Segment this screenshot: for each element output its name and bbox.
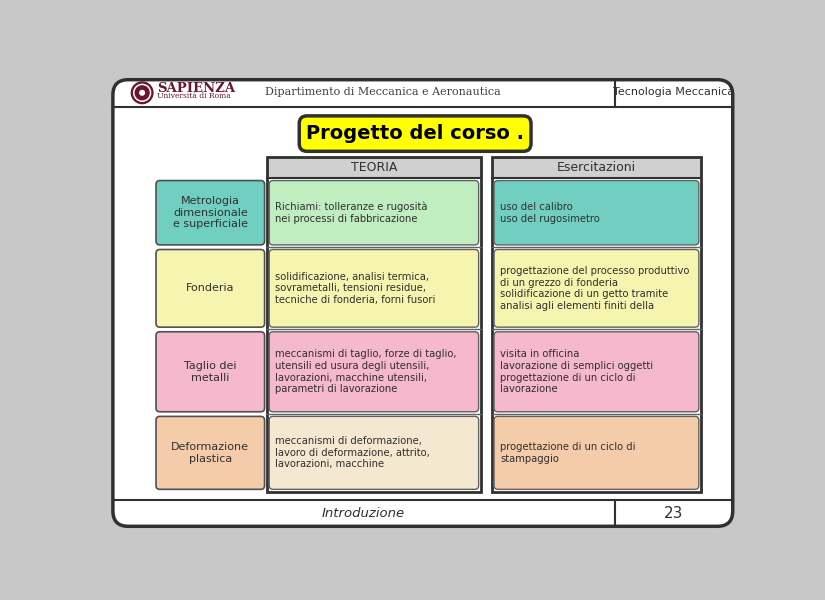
Text: SAPIENZA: SAPIENZA bbox=[157, 82, 235, 95]
Text: Dipartimento di Meccanica e Aeronautica: Dipartimento di Meccanica e Aeronautica bbox=[265, 87, 500, 97]
Text: Fonderia: Fonderia bbox=[186, 283, 234, 293]
Text: solidificazione, analisi termica,
sovrametalli, tensioni residue,
tecniche di fo: solidificazione, analisi termica, sovram… bbox=[276, 272, 436, 305]
FancyBboxPatch shape bbox=[269, 416, 478, 490]
Text: TEORIA: TEORIA bbox=[351, 161, 397, 174]
FancyBboxPatch shape bbox=[113, 80, 733, 526]
FancyBboxPatch shape bbox=[269, 332, 478, 412]
Text: Deformazione
plastica: Deformazione plastica bbox=[172, 442, 249, 464]
Text: Richiami: tolleranze e rugosità
nei processi di fabbricazione: Richiami: tolleranze e rugosità nei proc… bbox=[276, 202, 428, 224]
Bar bbox=[267, 157, 481, 178]
Circle shape bbox=[135, 86, 149, 100]
Text: Taglio dei
metalli: Taglio dei metalli bbox=[184, 361, 237, 383]
Circle shape bbox=[134, 85, 151, 101]
FancyBboxPatch shape bbox=[156, 416, 265, 490]
Text: Università di Roma: Università di Roma bbox=[157, 92, 230, 100]
FancyBboxPatch shape bbox=[299, 116, 531, 151]
Circle shape bbox=[131, 82, 153, 104]
FancyBboxPatch shape bbox=[494, 332, 699, 412]
FancyBboxPatch shape bbox=[494, 250, 699, 327]
FancyBboxPatch shape bbox=[269, 250, 478, 327]
Circle shape bbox=[140, 91, 144, 95]
FancyBboxPatch shape bbox=[156, 250, 265, 327]
FancyBboxPatch shape bbox=[494, 181, 699, 245]
Text: progettazione di un ciclo di
stampaggio: progettazione di un ciclo di stampaggio bbox=[500, 442, 636, 464]
FancyBboxPatch shape bbox=[156, 332, 265, 412]
Text: Progetto del corso .: Progetto del corso . bbox=[306, 124, 524, 143]
Text: visita in officina
lavorazione di semplici oggetti
progettazione di un ciclo di
: visita in officina lavorazione di sempli… bbox=[500, 349, 653, 394]
Text: Introduzione: Introduzione bbox=[322, 507, 405, 520]
Text: meccanismi di taglio, forze di taglio,
utensili ed usura degli utensili,
lavoraz: meccanismi di taglio, forze di taglio, u… bbox=[276, 349, 457, 394]
Bar bbox=[492, 157, 701, 178]
Text: meccanismi di deformazione,
lavoro di deformazione, attrito,
lavorazioni, macchi: meccanismi di deformazione, lavoro di de… bbox=[276, 436, 430, 469]
FancyBboxPatch shape bbox=[156, 181, 265, 245]
FancyBboxPatch shape bbox=[269, 181, 478, 245]
Text: Tecnologia Meccanica: Tecnologia Meccanica bbox=[613, 87, 734, 97]
Text: uso del calibro
uso del rugosimetro: uso del calibro uso del rugosimetro bbox=[500, 202, 600, 224]
Text: Metrologia
dimensionale
e superficiale: Metrologia dimensionale e superficiale bbox=[172, 196, 248, 229]
Text: progettazione del processo produttivo
di un grezzo di fonderia
solidificazione d: progettazione del processo produttivo di… bbox=[500, 266, 690, 311]
FancyBboxPatch shape bbox=[494, 416, 699, 490]
Text: 23: 23 bbox=[664, 506, 683, 521]
Text: Esercitazioni: Esercitazioni bbox=[557, 161, 636, 174]
